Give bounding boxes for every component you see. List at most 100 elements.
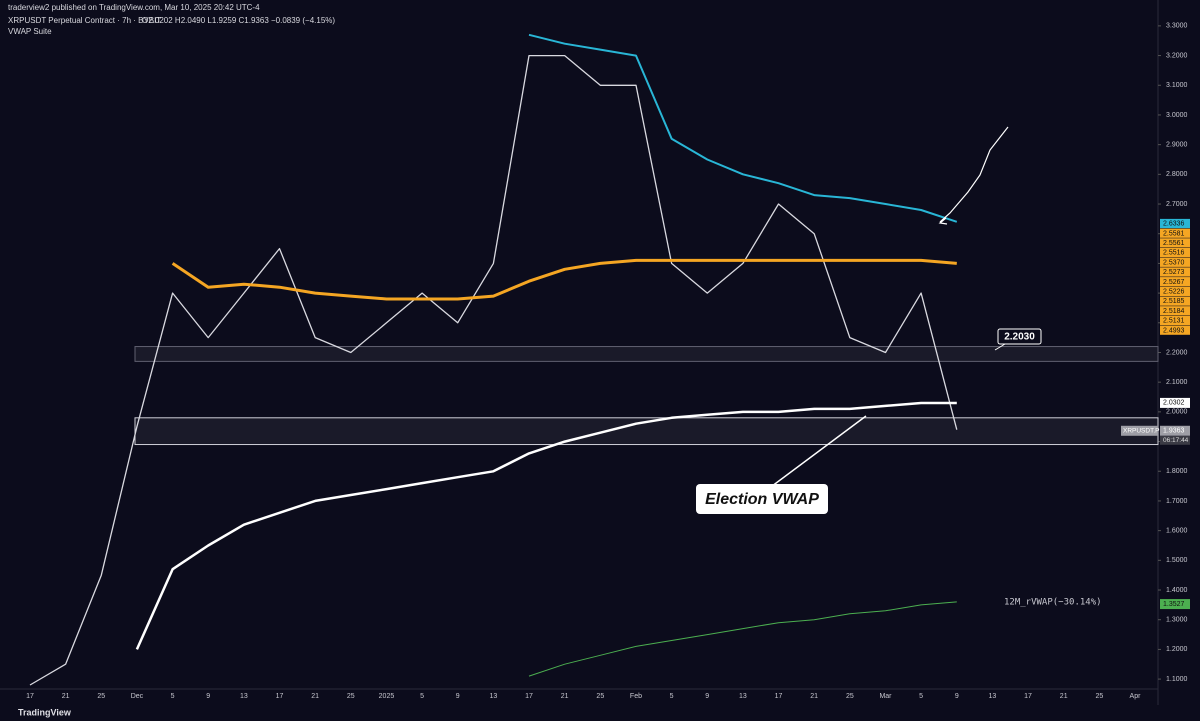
series-line — [528, 33, 958, 223]
x-tick-label: 17 — [525, 693, 533, 700]
x-tick-label: 13 — [739, 693, 747, 700]
y-tick-label: 2.7000 — [1166, 201, 1188, 208]
x-tick-label: 17 — [26, 693, 34, 700]
last-price-label: 1.3527 — [1163, 601, 1185, 608]
last-price-tag — [1160, 397, 1190, 408]
x-tick-label: 21 — [561, 693, 569, 700]
y-tick-label: 3.2000 — [1166, 52, 1188, 59]
y-tick-label: 2.2000 — [1166, 349, 1188, 356]
symbol: XRPUSDT Perpetual Contract · 7h · BYBIT — [8, 16, 161, 25]
price-tag-label: 2.4993 — [1163, 327, 1185, 334]
x-tick-label: 21 — [810, 693, 818, 700]
x-tick-label: 25 — [347, 693, 355, 700]
price-tag-label: 2.5370 — [1163, 259, 1185, 266]
hand-arrow — [939, 126, 1009, 223]
price-tag — [1160, 306, 1190, 316]
x-tick-label: 21 — [311, 693, 319, 700]
x-tick-label: 9 — [456, 693, 460, 700]
x-tick-label: 13 — [989, 693, 997, 700]
series-line — [528, 601, 957, 677]
last-price-tag — [1160, 599, 1190, 610]
x-tick-label: Apr — [1130, 693, 1142, 700]
x-tick-label: 5 — [420, 693, 424, 700]
x-tick-label: Mar — [879, 693, 892, 700]
price-tag-label: 2.5226 — [1163, 288, 1185, 295]
y-tick-label: 1.1000 — [1166, 676, 1188, 683]
price-tag-label: 2.5184 — [1163, 308, 1185, 315]
price-tag — [1160, 296, 1190, 306]
y-tick-label: 1.8000 — [1166, 468, 1188, 475]
last-price-label: 2.0302 — [1163, 400, 1185, 407]
symbol-tag — [1121, 425, 1158, 436]
last-price-label: 1.9363 — [1163, 428, 1185, 435]
annotation-box — [997, 328, 1042, 345]
price-tag-label: 2.5131 — [1163, 318, 1185, 325]
series-label: 12M_rVWAP(−30.14%) — [1004, 597, 1102, 607]
series-line — [171, 258, 957, 301]
y-tick-label: 1.6000 — [1166, 527, 1188, 534]
annotation-box — [696, 484, 828, 514]
plot-area — [29, 25, 1161, 686]
indicator: VWAP Suite — [8, 27, 52, 36]
x-tick-label: 9 — [206, 693, 210, 700]
countdown-label: 06:17:44 — [1163, 437, 1189, 444]
price-tag — [1160, 277, 1190, 287]
series-line — [135, 401, 957, 650]
y-tick-label: 1.2000 — [1166, 646, 1188, 653]
publisher: traderview2 published on TradingView.com… — [8, 3, 260, 12]
last-price-tag — [1160, 425, 1190, 436]
price-tag-label: 2.5561 — [1163, 240, 1185, 247]
x-tick-label: 17 — [1024, 693, 1032, 700]
price-tag — [1160, 228, 1190, 238]
x-tick-label: Feb — [630, 693, 642, 700]
price-tag — [1160, 267, 1190, 277]
price-tag — [1160, 247, 1190, 258]
x-tick-label: 25 — [1095, 693, 1103, 700]
y-tick-label: 1.7000 — [1166, 498, 1188, 505]
x-tick-label: 25 — [846, 693, 854, 700]
y-tick-label: 1.4000 — [1166, 587, 1188, 594]
y-tick-label: 2.8000 — [1166, 171, 1188, 178]
callout-line — [759, 415, 867, 496]
x-tick-label: 2025 — [379, 693, 395, 700]
x-tick-label: 17 — [276, 693, 284, 700]
y-tick-label: 1.5000 — [1166, 557, 1188, 564]
price-tag-label: 2.5516 — [1163, 250, 1185, 257]
brand[interactable]: TradingView — [18, 707, 72, 717]
series-line — [29, 54, 958, 686]
ohlc: O2.0202 H2.0490 L1.9259 C1.9363 −0.0839 … — [142, 16, 335, 25]
price-tag-label: 2.5185 — [1163, 298, 1185, 305]
x-tick-label: 13 — [489, 693, 497, 700]
y-tick-label: 2.9000 — [1166, 141, 1188, 148]
x-tick-label: 21 — [62, 693, 70, 700]
x-tick-label: 5 — [670, 693, 674, 700]
price-tag — [1160, 315, 1190, 326]
price-tag — [1160, 257, 1190, 267]
annotation-text: 2.2030 — [1004, 332, 1035, 343]
symbol-tag-label: XRPUSDT.P — [1123, 428, 1159, 435]
y-tick-label: 2.1000 — [1166, 379, 1188, 386]
x-tick-label: 25 — [97, 693, 105, 700]
hand-arrow-head — [938, 217, 948, 225]
footer-bar — [0, 705, 1200, 721]
x-tick-label: 17 — [775, 693, 783, 700]
x-tick-label: Dec — [131, 693, 144, 700]
x-tick-label: 25 — [596, 693, 604, 700]
y-tick-label: 3.0000 — [1166, 112, 1188, 119]
y-tick-label: 3.1000 — [1166, 82, 1188, 89]
x-tick-label: 9 — [705, 693, 709, 700]
x-tick-label: 9 — [955, 693, 959, 700]
x-tick-label: 5 — [919, 693, 923, 700]
price-tag — [1160, 286, 1190, 296]
price-tag-label: 2.5581 — [1163, 230, 1185, 237]
price-tag-label: 2.6336 — [1163, 221, 1185, 228]
y-tick-label: 1.3000 — [1166, 617, 1188, 624]
price-zone — [134, 346, 1159, 362]
price-tag — [1160, 325, 1190, 335]
x-tick-label: 13 — [240, 693, 248, 700]
x-tick-label: 21 — [1060, 693, 1068, 700]
price-tag-label: 2.5267 — [1163, 279, 1185, 286]
price-tag — [1160, 238, 1190, 248]
